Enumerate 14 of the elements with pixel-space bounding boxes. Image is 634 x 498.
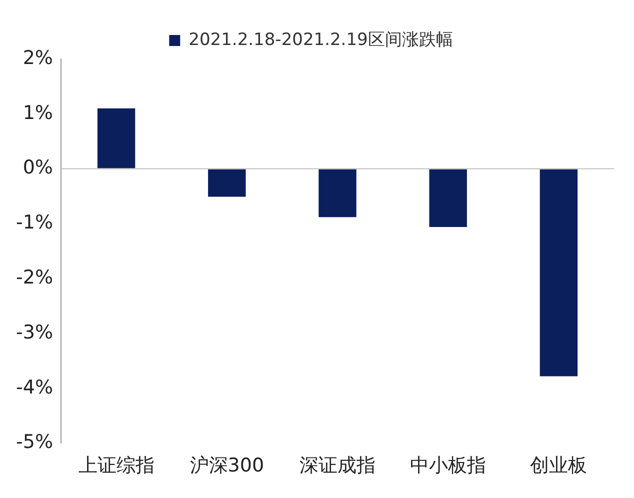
y-tick-label: -5% — [16, 431, 53, 454]
y-tick-label: 0% — [22, 156, 53, 179]
y-tick-label: -3% — [16, 321, 53, 344]
x-tick-label: 深证成指 — [300, 454, 376, 477]
x-tick-label: 创业板 — [530, 454, 588, 477]
x-tick-label: 上证综指 — [78, 454, 154, 477]
y-tick-label: -4% — [16, 376, 53, 398]
y-tick-label: -2% — [16, 266, 53, 288]
y-tick-label: 1% — [22, 102, 53, 124]
y-tick-label: -1% — [16, 212, 53, 234]
x-tick-label: 中小板指 — [410, 454, 486, 477]
y-tick-label: 2% — [22, 46, 53, 69]
legend-label: 2021.2.18-2021.2.19区间涨跌幅 — [188, 30, 453, 50]
x-tick-label: 沪深300 — [190, 454, 264, 477]
